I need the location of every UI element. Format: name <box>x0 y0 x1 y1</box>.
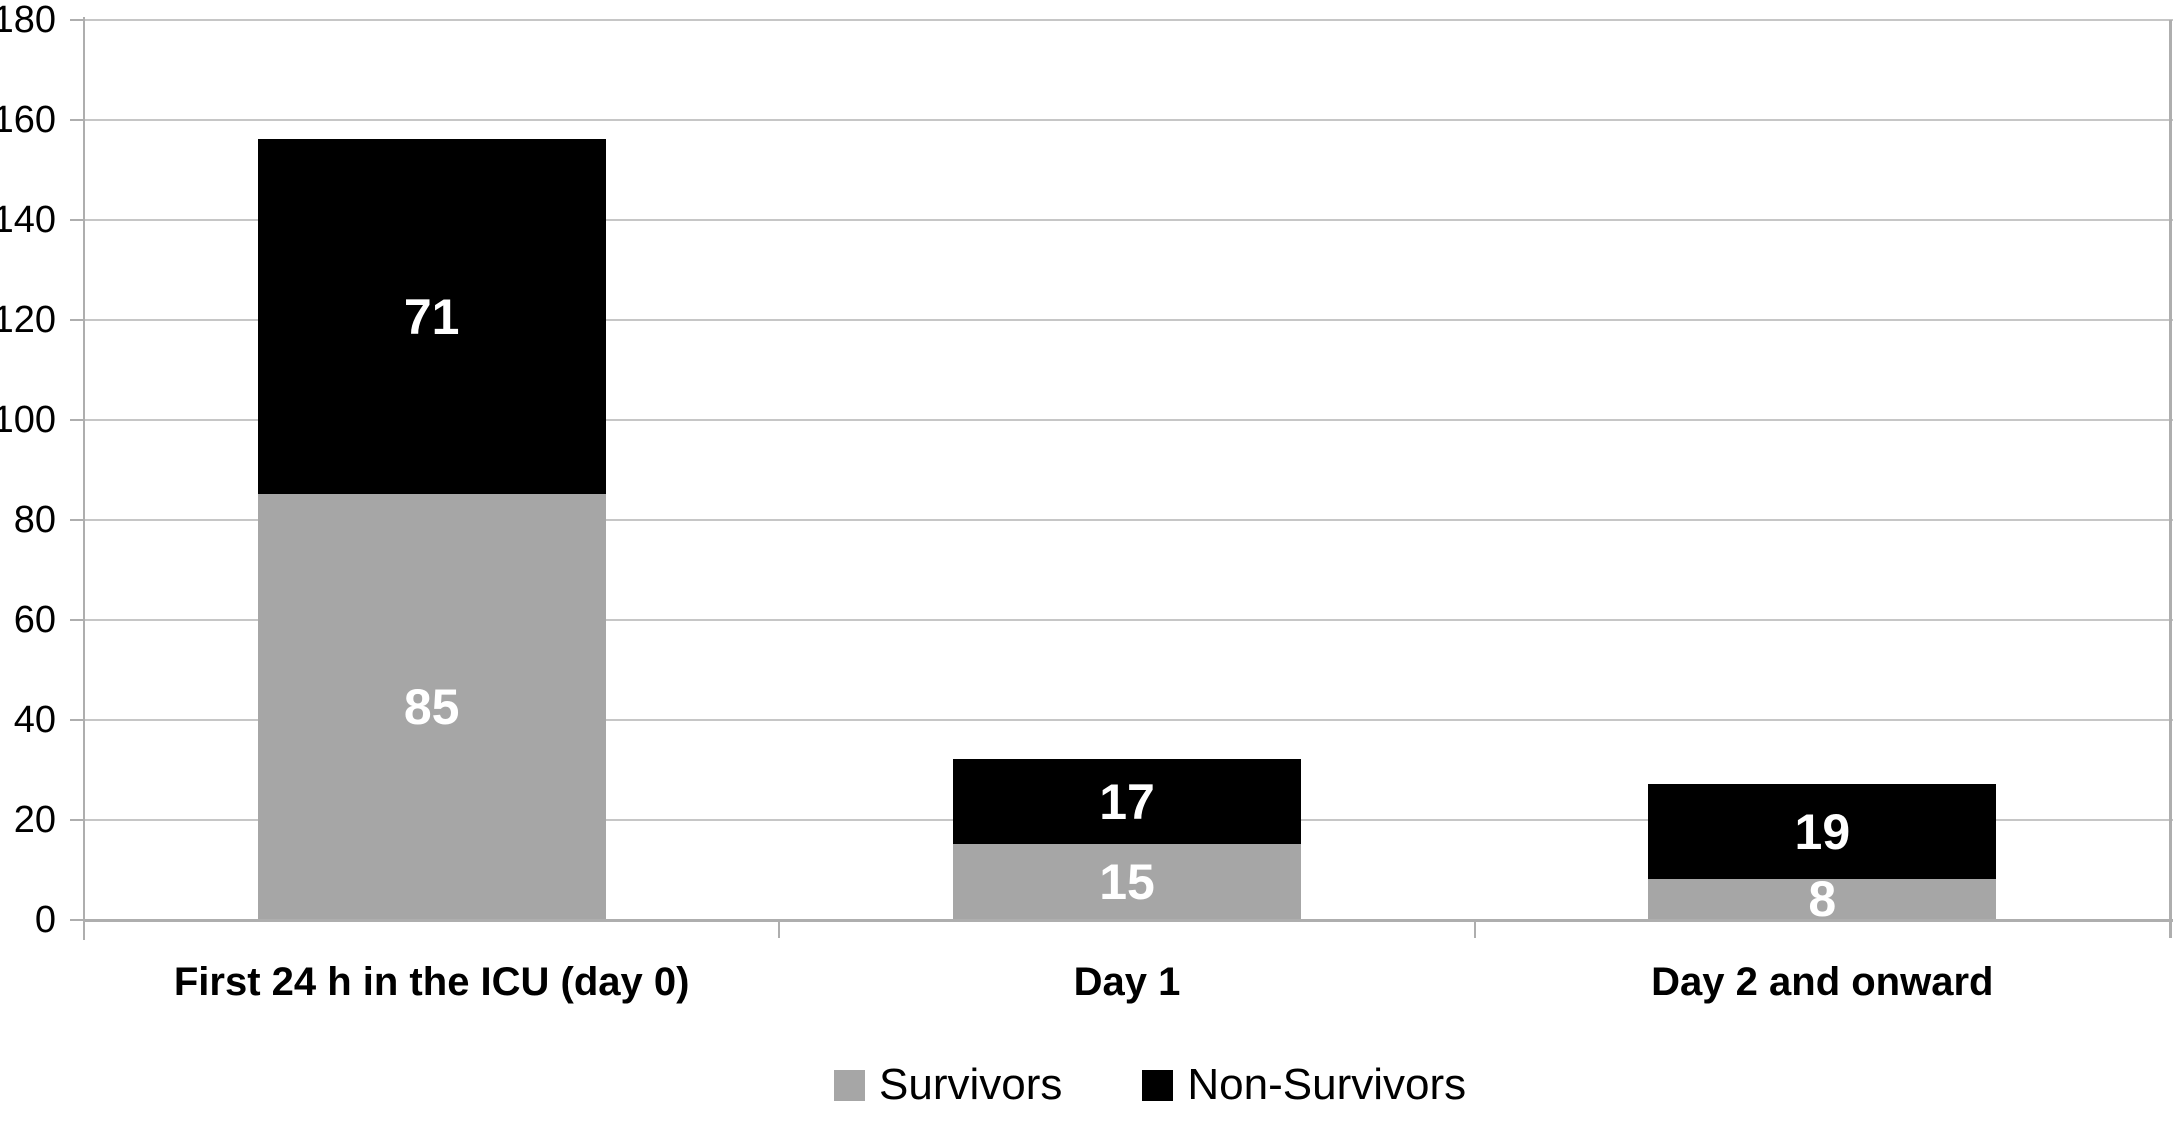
y-tick-label: 40 <box>13 699 56 741</box>
legend-item-non-survivors: Non-Survivors <box>1142 1063 1466 1107</box>
gridline-y-160 <box>84 119 2173 121</box>
bar-value-label: 85 <box>403 678 460 735</box>
y-tick-label: 140 <box>0 199 56 241</box>
bar-segment-non-survivors: 71 <box>257 139 606 494</box>
gridline-y-180 <box>84 19 2173 21</box>
bar-value-label: 15 <box>1099 853 1155 910</box>
y-tick-label: 180 <box>0 0 56 41</box>
legend-label: Non-Survivors <box>1187 1060 1467 1109</box>
x-axis-tick <box>1473 920 1476 938</box>
plot-right-border <box>2169 20 2172 938</box>
y-tick-label: 120 <box>0 299 56 341</box>
gridline-y-120 <box>84 319 2173 321</box>
x-axis-tick <box>83 920 85 938</box>
bar-value-label: 71 <box>403 288 460 345</box>
y-axis-tick <box>70 519 84 521</box>
x-axis-tick <box>2169 920 2171 938</box>
y-tick-label: 0 <box>34 899 56 941</box>
y-axis-tick <box>70 319 84 321</box>
bar-value-label: 17 <box>1099 773 1155 830</box>
chart-legend: Survivors Non-Survivors <box>834 1060 1466 1110</box>
y-axis-tick <box>70 719 84 721</box>
bar-segment-survivors: 8 <box>1648 874 1997 924</box>
bar-value-label: 8 <box>1808 871 1837 927</box>
y-tick-label: 100 <box>0 399 56 441</box>
y-tick-label: 160 <box>0 99 56 141</box>
legend-item-survivors: Survivors <box>834 1063 1062 1107</box>
legend-swatch-icon <box>1142 1069 1174 1101</box>
y-tick-label: 80 <box>13 499 56 541</box>
gridline-y-40 <box>84 719 2173 721</box>
legend-swatch-icon <box>834 1069 865 1101</box>
bar-value-label: 19 <box>1794 803 1851 860</box>
y-axis-tick <box>70 119 84 121</box>
bar-segment-non-survivors: 19 <box>1648 784 1997 879</box>
bar-segment-survivors: 85 <box>257 494 606 919</box>
y-tick-label: 20 <box>13 799 56 841</box>
y-axis-line <box>83 17 85 940</box>
gridline-y-80 <box>84 519 2173 521</box>
y-axis-tick <box>70 619 84 621</box>
legend-label: Survivors <box>879 1060 1063 1109</box>
category-label: Day 1 <box>1073 960 1181 1004</box>
gridline-y-60 <box>84 619 2173 621</box>
bar-segment-survivors: 15 <box>953 844 1301 919</box>
x-axis-tick <box>778 920 781 938</box>
y-axis-tick <box>70 219 84 221</box>
category-label: First 24 h in the ICU (day 0) <box>173 960 690 1004</box>
gridline-y-100 <box>84 419 2173 421</box>
x-axis-line <box>84 919 2173 922</box>
y-axis-tick <box>70 819 84 821</box>
category-label: Day 2 and onward <box>1651 960 1994 1004</box>
bar-segment-non-survivors: 17 <box>953 759 1301 844</box>
gridline-y-140 <box>84 219 2173 221</box>
y-axis-tick <box>70 19 84 21</box>
y-axis-tick <box>70 919 84 921</box>
y-tick-label: 60 <box>13 599 56 641</box>
y-axis-tick <box>70 419 84 421</box>
